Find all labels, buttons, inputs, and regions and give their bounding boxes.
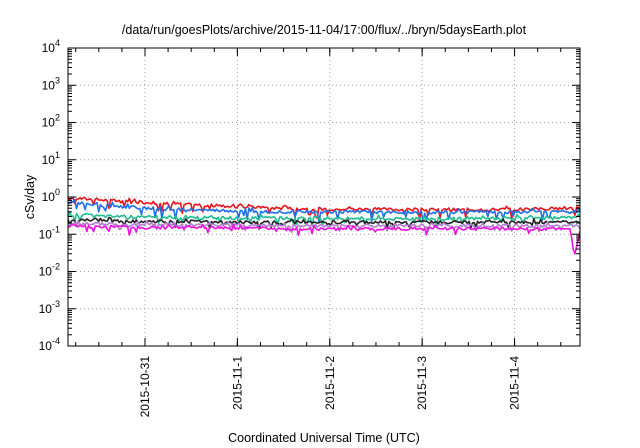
- x-tick-label: 2015-11-3: [415, 356, 429, 410]
- y-tick-exponent: 3: [55, 75, 60, 85]
- x-axis-label: Coordinated Universal Time (UTC): [228, 431, 420, 445]
- y-tick-base: 10: [39, 227, 53, 241]
- x-tick-label: 2015-10-31: [138, 356, 152, 418]
- y-tick-label: 10-3: [39, 299, 60, 316]
- series-line-6: [67, 223, 581, 255]
- x-tick-label: 2015-11-1: [230, 356, 244, 410]
- y-tick-base: 10: [42, 153, 56, 167]
- y-tick-base: 10: [39, 339, 53, 353]
- y-tick-label: 102: [42, 113, 60, 130]
- y-tick-exponent: -2: [52, 262, 60, 272]
- chart-title: /data/run/goesPlots/archive/2015-11-04/1…: [122, 23, 527, 37]
- y-tick-exponent: 0: [55, 187, 60, 197]
- x-tick-label: 2015-11-2: [323, 356, 337, 410]
- y-tick-base: 10: [42, 116, 56, 130]
- x-tick-label: 2015-11-4: [508, 356, 522, 410]
- y-tick-exponent: 1: [55, 150, 60, 160]
- series-layer: [67, 196, 581, 255]
- y-tick-label: 10-1: [39, 224, 60, 241]
- y-tick-label: 10-4: [39, 336, 60, 353]
- y-tick-base: 10: [39, 265, 53, 279]
- series-line-3: [67, 210, 581, 227]
- y-tick-exponent: 2: [55, 113, 60, 123]
- series-line-2: [67, 198, 581, 223]
- series-line-1: [67, 196, 581, 222]
- grid: [68, 48, 580, 346]
- y-tick-base: 10: [39, 302, 53, 316]
- y-tick-exponent: -4: [52, 336, 60, 346]
- y-tick-base: 10: [42, 190, 56, 204]
- y-tick-base: 10: [42, 41, 56, 55]
- series-line-4: [67, 216, 581, 230]
- x-axis: 2015-10-31 2015-11-1 2015-11-2 2015-11-3 201…: [75, 48, 562, 418]
- y-axis-label: cSv/day: [23, 174, 37, 219]
- y-tick-label: 10-2: [39, 262, 60, 279]
- y-tick-label: 103: [42, 75, 60, 92]
- y-tick-label: 101: [42, 150, 60, 167]
- y-tick-exponent: -1: [52, 224, 60, 234]
- y-tick-exponent: -3: [52, 299, 60, 309]
- y-tick-exponent: 4: [55, 38, 60, 48]
- y-tick-base: 10: [42, 78, 56, 92]
- y-tick-label: 104: [42, 38, 60, 55]
- y-tick-label: 100: [42, 187, 60, 204]
